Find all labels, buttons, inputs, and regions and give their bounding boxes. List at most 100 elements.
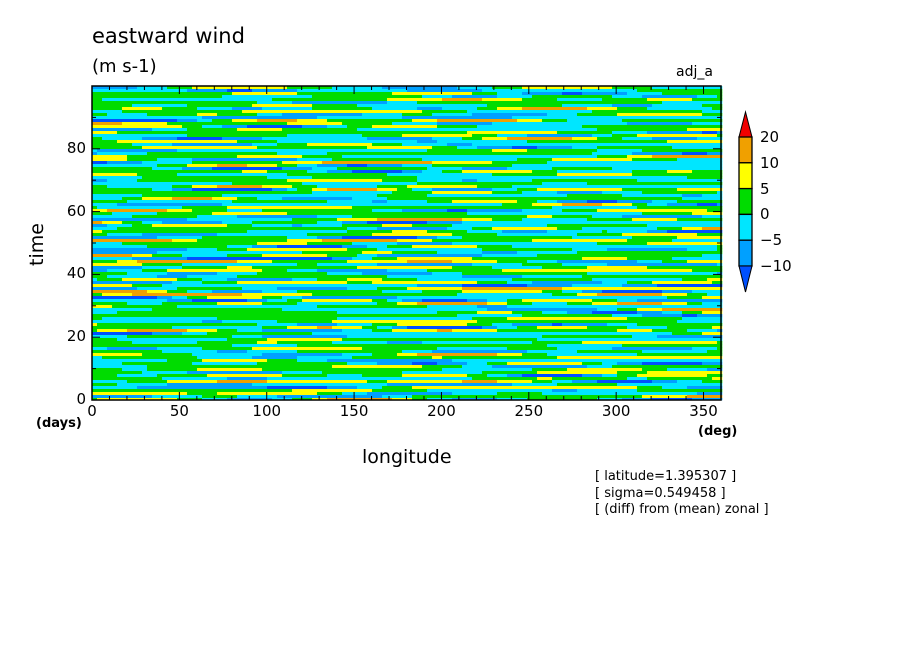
- heatmap-cell: [302, 161, 308, 165]
- heatmap-cell: [552, 185, 558, 189]
- heatmap-cell: [102, 152, 108, 156]
- heatmap-cell: [177, 203, 183, 207]
- heatmap-cell: [437, 122, 443, 126]
- heatmap-cell: [657, 167, 663, 171]
- heatmap-cell: [422, 164, 428, 168]
- heatmap-cell: [237, 161, 243, 165]
- heatmap-cell: [237, 110, 243, 114]
- heatmap-cell: [132, 134, 138, 138]
- heatmap-cell: [387, 98, 393, 102]
- heatmap-cell: [122, 131, 128, 135]
- heatmap-cell: [287, 146, 293, 150]
- heatmap-cell: [462, 128, 468, 132]
- heatmap-cell: [582, 164, 588, 168]
- heatmap-cell: [462, 86, 468, 90]
- heatmap-cell: [92, 158, 98, 162]
- heatmap-cell: [267, 128, 273, 132]
- heatmap-cell: [357, 131, 363, 135]
- heatmap-cell: [307, 89, 313, 93]
- heatmap-cell: [152, 164, 158, 168]
- heatmap-cell: [187, 149, 193, 153]
- heatmap-cell: [642, 89, 648, 93]
- heatmap-cell: [372, 164, 378, 168]
- heatmap-cell: [552, 170, 558, 174]
- heatmap-cell: [522, 164, 528, 168]
- heatmap-cell: [107, 149, 113, 153]
- heatmap-cell: [367, 182, 373, 186]
- heatmap-cell: [622, 140, 628, 144]
- heatmap-cell: [627, 95, 633, 99]
- heatmap-cell: [527, 164, 533, 168]
- heatmap-cell: [172, 128, 178, 132]
- heatmap-cell: [552, 92, 558, 96]
- heatmap-cell: [277, 110, 283, 114]
- heatmap-cell: [537, 167, 543, 171]
- heatmap-cell: [587, 128, 593, 132]
- heatmap-cell: [167, 125, 173, 129]
- heatmap-cell: [457, 185, 463, 189]
- heatmap-cell: [382, 158, 388, 162]
- heatmap-cell: [487, 137, 493, 141]
- heatmap-cell: [512, 137, 518, 141]
- heatmap-cell: [437, 140, 443, 144]
- heatmap-cell: [697, 173, 703, 177]
- heatmap-cell: [132, 125, 138, 129]
- heatmap-cell: [332, 170, 338, 174]
- heatmap-cell: [352, 131, 358, 135]
- heatmap-cell: [477, 191, 483, 195]
- heatmap-cell: [637, 89, 643, 93]
- heatmap-cell: [337, 155, 343, 159]
- heatmap-cell: [222, 176, 228, 180]
- heatmap-cell: [287, 95, 293, 99]
- heatmap-cell: [477, 143, 483, 147]
- heatmap-cell: [577, 107, 583, 111]
- heatmap-cell: [557, 200, 563, 204]
- heatmap-cell: [592, 107, 598, 111]
- heatmap-cell: [622, 110, 628, 114]
- heatmap-cell: [262, 203, 268, 207]
- heatmap-cell: [662, 98, 668, 102]
- heatmap-cell: [352, 173, 358, 177]
- heatmap-cell: [392, 104, 398, 108]
- heatmap-cell: [662, 164, 668, 168]
- heatmap-cell: [452, 182, 458, 186]
- heatmap-cell: [652, 119, 658, 123]
- heatmap-cell: [322, 143, 328, 147]
- heatmap-cell: [437, 134, 443, 138]
- heatmap-cell: [417, 173, 423, 177]
- heatmap-cell: [202, 173, 208, 177]
- heatmap-cell: [462, 167, 468, 171]
- heatmap-cell: [702, 191, 708, 195]
- heatmap-cell: [512, 86, 518, 90]
- heatmap-cell: [257, 182, 263, 186]
- heatmap-cell: [507, 182, 513, 186]
- heatmap-cell: [607, 131, 613, 135]
- heatmap-cell: [637, 110, 643, 114]
- heatmap-cell: [637, 113, 643, 117]
- heatmap-cell: [272, 191, 278, 195]
- heatmap-cell: [637, 137, 643, 141]
- heatmap-cell: [97, 152, 103, 156]
- heatmap-cell: [627, 104, 633, 108]
- heatmap-cell: [197, 176, 203, 180]
- heatmap-cell: [332, 119, 338, 123]
- heatmap-cell: [517, 161, 523, 165]
- heatmap-cell: [402, 137, 408, 141]
- heatmap-cell: [147, 179, 153, 183]
- heatmap-cell: [297, 140, 303, 144]
- heatmap-cell: [162, 197, 168, 201]
- heatmap-cell: [247, 155, 253, 159]
- heatmap-cell: [227, 155, 233, 159]
- heatmap-cell: [557, 89, 563, 93]
- heatmap-cell: [717, 152, 723, 156]
- heatmap-cell: [262, 143, 268, 147]
- heatmap-cell: [702, 158, 708, 162]
- heatmap-cell: [472, 128, 478, 132]
- heatmap-cell: [537, 146, 543, 150]
- heatmap-cell: [542, 137, 548, 141]
- heatmap-cell: [432, 143, 438, 147]
- heatmap-cell: [652, 170, 658, 174]
- heatmap-cell: [407, 131, 413, 135]
- heatmap-cell: [567, 176, 573, 180]
- heatmap-cell: [577, 89, 583, 93]
